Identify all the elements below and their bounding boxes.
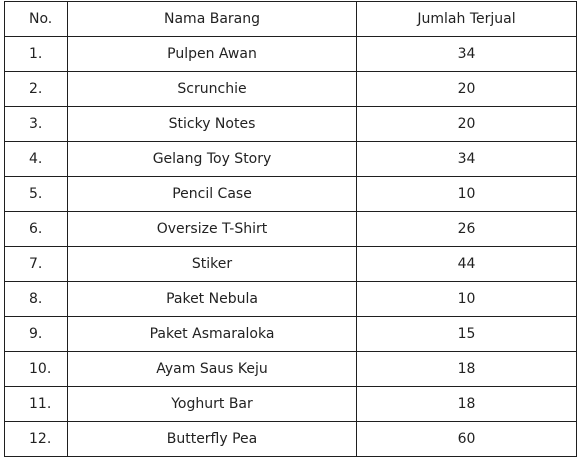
- cell-item-name: Ayam Saus Keju: [67, 351, 357, 387]
- cell-quantity-sold: 18: [356, 351, 577, 387]
- cell-quantity-sold: 34: [356, 36, 577, 72]
- cell-no: 6.: [4, 211, 68, 247]
- cell-no: 12.: [4, 421, 68, 457]
- cell-quantity-sold: 44: [356, 246, 577, 282]
- table-row: 10. Ayam Saus Keju 18: [4, 351, 577, 387]
- table-row: 12. Butterfly Pea 60: [4, 421, 577, 457]
- table-row: 6. Oversize T-Shirt 26: [4, 211, 577, 247]
- table-row: 11. Yoghurt Bar 18: [4, 386, 577, 422]
- table-body: 1. Pulpen Awan 34 2. Scrunchie 20 3. Sti…: [4, 36, 577, 457]
- cell-quantity-sold: 18: [356, 386, 577, 422]
- cell-quantity-sold: 10: [356, 281, 577, 317]
- cell-no: 3.: [4, 106, 68, 142]
- cell-quantity-sold: 26: [356, 211, 577, 247]
- header-item-name: Nama Barang: [67, 1, 357, 37]
- cell-no: 11.: [4, 386, 68, 422]
- table-row: 2. Scrunchie 20: [4, 71, 577, 107]
- table-header: No. Nama Barang Jumlah Terjual: [4, 1, 577, 37]
- cell-quantity-sold: 20: [356, 106, 577, 142]
- cell-item-name: Pulpen Awan: [67, 36, 357, 72]
- cell-quantity-sold: 15: [356, 316, 577, 352]
- cell-no: 4.: [4, 141, 68, 177]
- cell-no: 8.: [4, 281, 68, 317]
- cell-item-name: Scrunchie: [67, 71, 357, 107]
- table-row: 5. Pencil Case 10: [4, 176, 577, 212]
- header-quantity-sold: Jumlah Terjual: [356, 1, 577, 37]
- cell-quantity-sold: 60: [356, 421, 577, 457]
- header-no: No.: [4, 1, 68, 37]
- cell-item-name: Butterfly Pea: [67, 421, 357, 457]
- table-row: 1. Pulpen Awan 34: [4, 36, 577, 72]
- cell-quantity-sold: 34: [356, 141, 577, 177]
- cell-item-name: Yoghurt Bar: [67, 386, 357, 422]
- cell-no: 2.: [4, 71, 68, 107]
- cell-quantity-sold: 10: [356, 176, 577, 212]
- cell-item-name: Paket Asmaraloka: [67, 316, 357, 352]
- cell-no: 7.: [4, 246, 68, 282]
- cell-item-name: Stiker: [67, 246, 357, 282]
- table-row: 9. Paket Asmaraloka 15: [4, 316, 577, 352]
- cell-item-name: Oversize T-Shirt: [67, 211, 357, 247]
- cell-no: 5.: [4, 176, 68, 212]
- table-row: 3. Sticky Notes 20: [4, 106, 577, 142]
- cell-item-name: Paket Nebula: [67, 281, 357, 317]
- cell-no: 1.: [4, 36, 68, 72]
- cell-item-name: Sticky Notes: [67, 106, 357, 142]
- header-row: No. Nama Barang Jumlah Terjual: [4, 1, 577, 37]
- sales-table: No. Nama Barang Jumlah Terjual 1. Pulpen…: [4, 1, 577, 457]
- table-row: 8. Paket Nebula 10: [4, 281, 577, 317]
- cell-no: 10.: [4, 351, 68, 387]
- table-row: 4. Gelang Toy Story 34: [4, 141, 577, 177]
- cell-quantity-sold: 20: [356, 71, 577, 107]
- cell-item-name: Gelang Toy Story: [67, 141, 357, 177]
- table-row: 7. Stiker 44: [4, 246, 577, 282]
- cell-no: 9.: [4, 316, 68, 352]
- cell-item-name: Pencil Case: [67, 176, 357, 212]
